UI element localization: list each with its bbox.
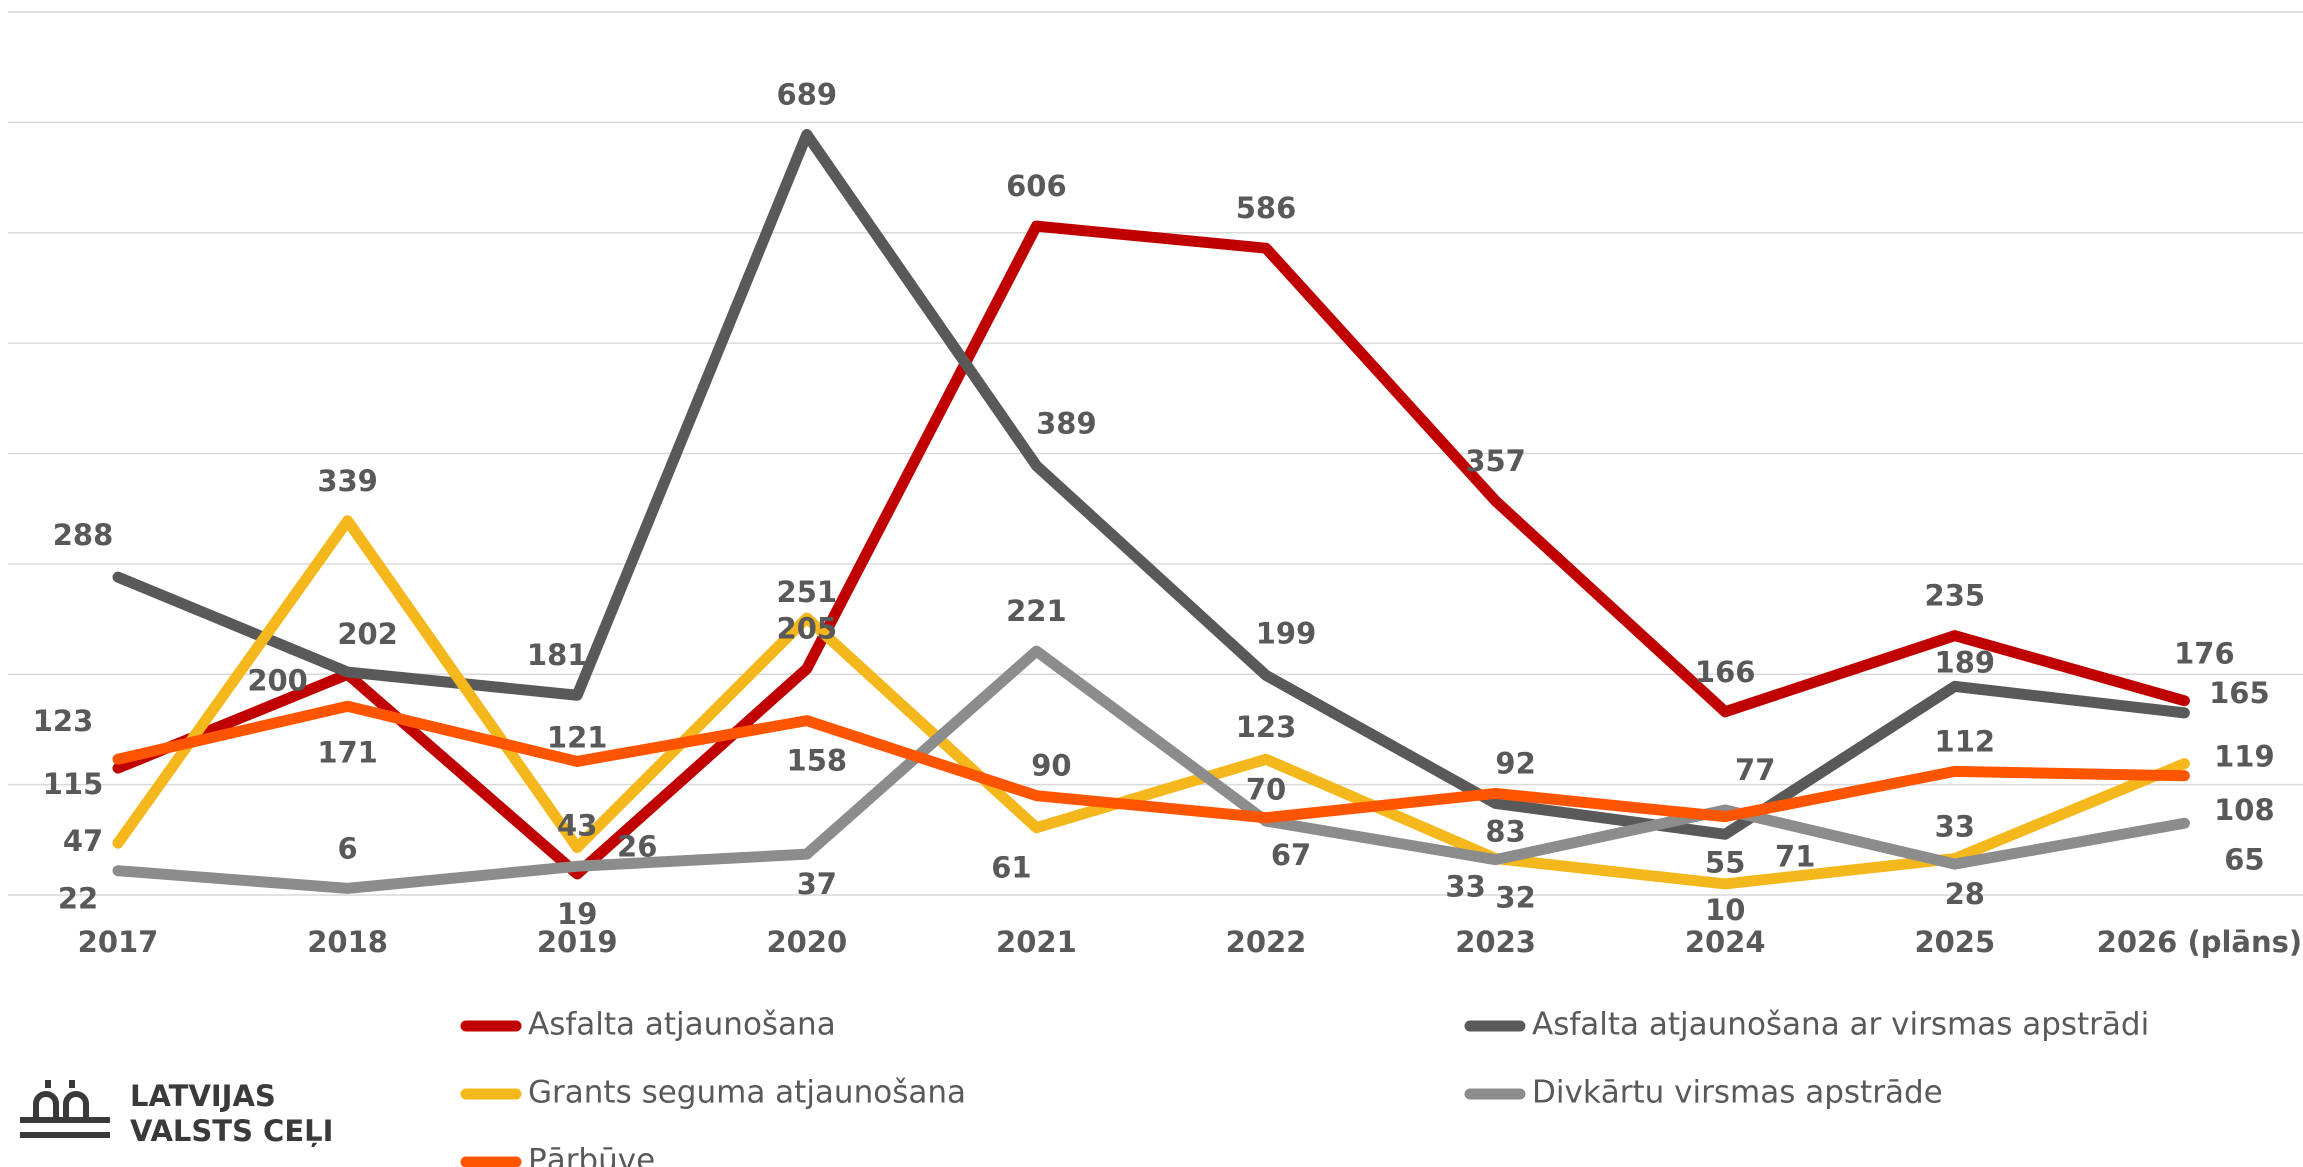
data-label: 61 — [991, 851, 1031, 885]
series-line — [112, 700, 2190, 824]
series-line — [112, 220, 2190, 880]
legend-label: Pārbūve — [528, 1143, 655, 1167]
legend-label: Asfalta atjaunošana — [528, 1007, 836, 1043]
data-label: 199 — [1256, 616, 1317, 650]
data-label: 288 — [53, 518, 114, 552]
data-label: 10 — [1705, 893, 1745, 927]
x-tick-label: 2018 — [307, 925, 388, 959]
data-label: 357 — [1465, 444, 1526, 478]
data-label: 19 — [557, 897, 597, 931]
data-label: 33 — [1935, 810, 1975, 844]
data-label: 176 — [2174, 637, 2235, 671]
x-tick-label: 2023 — [1455, 925, 1536, 959]
data-label: 202 — [337, 617, 398, 651]
data-label: 43 — [557, 809, 597, 843]
logo: LATVIJAS VALSTS CEĻI — [20, 1079, 333, 1148]
data-label: 166 — [1695, 655, 1756, 689]
data-label: 123 — [1236, 710, 1297, 744]
data-label: 83 — [1485, 814, 1525, 848]
legend-label: Grants seguma atjaunošana — [528, 1075, 966, 1111]
data-label: 26 — [617, 829, 657, 863]
data-label: 221 — [1006, 594, 1067, 628]
x-tick-label: 2017 — [78, 925, 159, 959]
data-label: 55 — [1705, 845, 1745, 879]
data-label: 689 — [777, 78, 838, 112]
x-tick-label: 2021 — [996, 925, 1077, 959]
data-label: 112 — [1935, 724, 1996, 758]
data-label: 606 — [1006, 169, 1067, 203]
data-label: 6 — [338, 831, 358, 865]
data-label: 90 — [1031, 749, 1071, 783]
data-label: 171 — [317, 735, 378, 769]
data-label: 181 — [527, 638, 588, 672]
data-label: 158 — [787, 744, 848, 778]
data-label: 67 — [1271, 838, 1311, 872]
x-tick-label: 2026 (plāns) — [2097, 925, 2303, 959]
data-label: 22 — [58, 882, 98, 916]
x-tick-label: 2019 — [537, 925, 618, 959]
data-label: 65 — [2224, 842, 2264, 876]
legend-label: Divkārtu virsmas apstrāde — [1532, 1075, 1943, 1111]
data-label: 389 — [1036, 407, 1097, 441]
data-label: 165 — [2209, 676, 2270, 710]
data-label: 70 — [1246, 773, 1286, 807]
data-label: 121 — [547, 720, 608, 754]
x-tick-label: 2025 — [1914, 925, 1995, 959]
series-line — [112, 515, 2190, 890]
data-label: 92 — [1495, 746, 1535, 780]
x-tick-label: 2022 — [1226, 925, 1307, 959]
data-label: 108 — [2214, 793, 2275, 827]
data-label: 200 — [247, 663, 308, 697]
logo-icon — [20, 1080, 110, 1138]
data-label: 119 — [2214, 740, 2275, 774]
data-label: 339 — [317, 464, 378, 498]
data-label: 123 — [33, 704, 94, 738]
x-tick-label: 2024 — [1685, 925, 1766, 959]
data-label: 37 — [797, 867, 837, 901]
logo-text: VALSTS CEĻI — [130, 1114, 333, 1148]
data-label: 33 — [1445, 870, 1485, 904]
data-label: 251 — [777, 575, 838, 609]
series-line — [112, 645, 2190, 894]
data-label: 235 — [1925, 579, 1986, 613]
data-label: 71 — [1775, 840, 1815, 874]
data-label: 77 — [1735, 753, 1775, 787]
data-label: 28 — [1945, 877, 1985, 911]
data-label: 189 — [1935, 645, 1996, 679]
logo-text: LATVIJAS — [130, 1079, 276, 1113]
legend-label: Asfalta atjaunošana ar virsmas apstrādi — [1532, 1007, 2149, 1043]
data-label: 115 — [43, 767, 104, 801]
x-tick-label: 2020 — [766, 925, 847, 959]
data-label: 205 — [777, 612, 838, 646]
data-label: 32 — [1495, 881, 1535, 915]
data-label: 586 — [1236, 191, 1297, 225]
data-label: 47 — [63, 824, 103, 858]
